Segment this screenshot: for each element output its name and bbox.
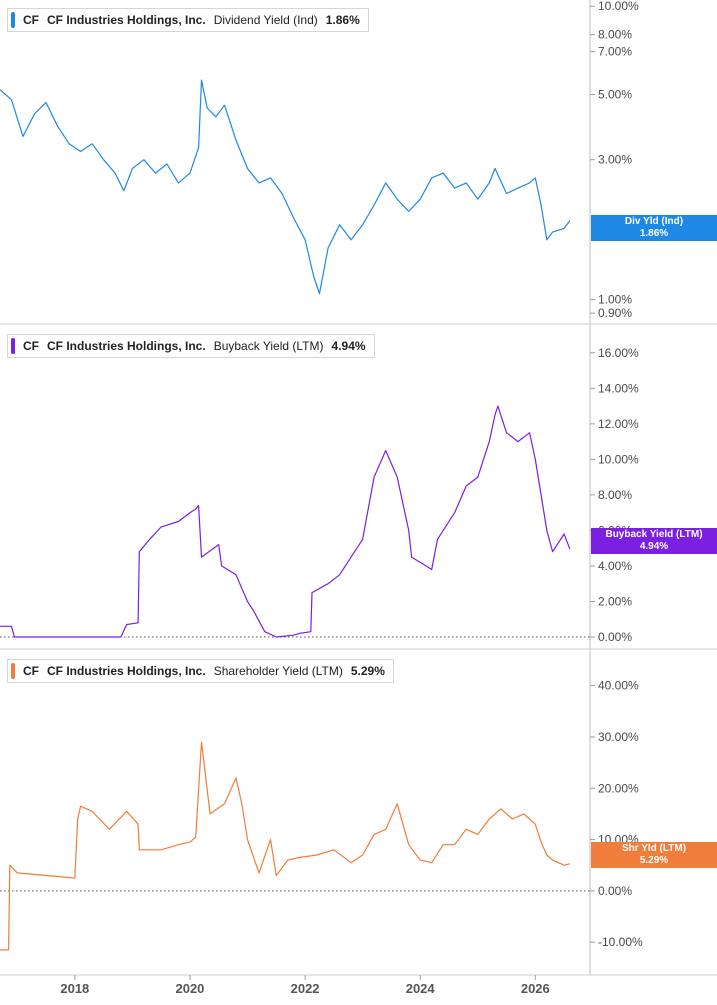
x-tick-label: 2020 <box>175 981 204 996</box>
badge-value: 5.29% <box>639 855 669 866</box>
legend-value: 5.29% <box>350 664 385 678</box>
y-tick-label: 2.00% <box>598 594 632 608</box>
legend-buyback-yield[interactable]: CF CF Industries Holdings, Inc. Buyback … <box>7 334 375 358</box>
y-tick-label: 20.00% <box>598 781 639 795</box>
y-tick-label: 5.00% <box>598 88 632 102</box>
y-tick-label: 8.00% <box>598 488 632 502</box>
legend-value: 4.94% <box>331 339 366 353</box>
y-tick-label: 0.90% <box>598 306 632 320</box>
x-tick-label: 2022 <box>291 981 320 996</box>
tick-layer: 0.90%1.00% 3.00% 5.00% 7.00% 8.00% 10.00% 0.00… <box>60 0 643 996</box>
legend-ticker: CF <box>23 13 39 27</box>
y-tick-label: 8.00% <box>598 28 632 42</box>
legend-company: CF Industries Holdings, Inc. <box>47 13 206 27</box>
grid-layer <box>0 0 717 976</box>
series-color-swatch <box>11 338 15 354</box>
y-tick-label: 30.00% <box>598 730 639 744</box>
y-tick-label: 10.00% <box>598 0 639 13</box>
series-color-swatch <box>11 12 15 28</box>
y-tick-label: 4.00% <box>598 559 632 573</box>
series-line <box>0 405 571 638</box>
legend-company: CF Industries Holdings, Inc. <box>47 664 206 678</box>
series-color-swatch <box>11 663 15 679</box>
legend-dividend-yield[interactable]: CF CF Industries Holdings, Inc. Dividend… <box>7 8 369 32</box>
legend-value: 1.86% <box>325 13 360 27</box>
y-tick-label: 0.00% <box>598 884 632 898</box>
y-tick-label: 7.00% <box>598 45 632 59</box>
y-tick-label: 14.00% <box>598 381 639 395</box>
badge-label: Shr Yld (LTM) <box>621 843 687 854</box>
series-line <box>0 79 571 295</box>
x-tick-label: 2018 <box>60 981 89 996</box>
legend-ticker: CF <box>23 339 39 353</box>
legend-company: CF Industries Holdings, Inc. <box>47 339 206 353</box>
x-tick-label: 2026 <box>521 981 550 996</box>
value-badge-dividend-yield: Div Yld (Ind) 1.86% <box>591 215 717 241</box>
badge-value: 4.94% <box>639 541 669 552</box>
legend-metric: Buyback Yield (LTM) <box>213 339 324 353</box>
y-tick-label: 12.00% <box>598 417 639 431</box>
y-tick-label: 16.00% <box>598 346 639 360</box>
badge-label: Div Yld (Ind) <box>624 216 684 227</box>
y-tick-label: -10.00% <box>598 935 643 949</box>
value-badge-shareholder-yield: Shr Yld (LTM) 5.29% <box>591 842 717 868</box>
y-tick-label: 0.00% <box>598 630 632 644</box>
value-badge-buyback-yield: Buyback Yield (LTM) 4.94% <box>591 528 717 554</box>
legend-shareholder-yield[interactable]: CF CF Industries Holdings, Inc. Sharehol… <box>7 659 394 683</box>
badge-label: Buyback Yield (LTM) <box>605 529 703 540</box>
series-line <box>0 741 571 951</box>
y-tick-label: 10.00% <box>598 452 639 466</box>
x-tick-label: 2024 <box>406 981 436 996</box>
y-tick-label: 40.00% <box>598 679 639 693</box>
y-tick-label: 3.00% <box>598 153 632 167</box>
badge-value: 1.86% <box>639 228 669 239</box>
legend-metric: Dividend Yield (Ind) <box>213 13 318 27</box>
y-tick-label: 1.00% <box>598 293 632 307</box>
legend-metric: Shareholder Yield (LTM) <box>213 664 343 678</box>
series-layer <box>0 79 571 951</box>
legend-ticker: CF <box>23 664 39 678</box>
